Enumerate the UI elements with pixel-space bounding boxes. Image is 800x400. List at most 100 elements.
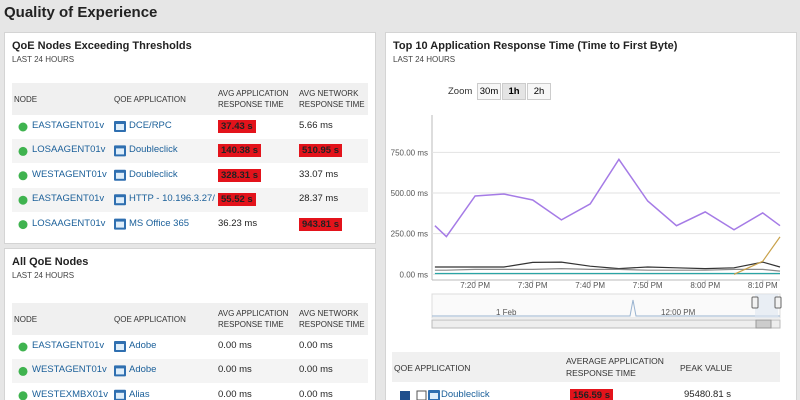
navigator-line: [432, 299, 780, 317]
app-icon-inner: [430, 393, 438, 399]
cell: 0.00 ms: [299, 388, 333, 400]
column-header: PEAK VALUE: [680, 363, 733, 373]
cell: 0.00 ms: [218, 364, 252, 376]
x-tick-label: 7:30 PM: [518, 281, 548, 290]
cell: 55.52 s: [218, 193, 256, 207]
page-title: Quality of Experience: [4, 4, 158, 21]
navigator: [431, 293, 781, 319]
cell: 28.37 ms: [299, 193, 339, 205]
navigator-label: 12:00 PM: [661, 308, 696, 317]
row-band: [12, 188, 368, 213]
series-swatch: [400, 391, 410, 400]
navigator-label: 1 Feb: [496, 308, 517, 317]
column-header: QOE APPLICATION: [114, 315, 186, 324]
x-tick-label: 8:00 PM: [690, 281, 720, 290]
cell: 0.00 ms: [218, 340, 252, 351]
cell: 0.00 ms: [218, 388, 252, 400]
app-icon-inner: [116, 344, 124, 350]
link[interactable]: Doubleclick: [129, 144, 178, 156]
zoom-button[interactable]: 1h: [502, 83, 526, 100]
link[interactable]: EASTAGENT01v: [32, 340, 105, 351]
series-line: [434, 158, 781, 238]
cell: 36.23 ms: [218, 217, 258, 229]
app-icon-inner: [116, 392, 124, 399]
link[interactable]: WESTEXMBX01v: [32, 388, 109, 400]
link[interactable]: EASTAGENT01v: [32, 120, 105, 131]
x-tick-label: 7:40 PM: [575, 281, 605, 290]
x-tick-label: 7:50 PM: [633, 281, 663, 290]
column-header: AVG APPLICATION RESPONSE TIME: [218, 309, 289, 329]
cell: 37.43 s: [218, 120, 256, 133]
panel-subtitle: LAST 24 HOURS: [12, 271, 75, 280]
cell: 33.07 ms: [299, 168, 339, 180]
status-dot: [18, 391, 28, 400]
link[interactable]: EASTAGENT01v: [32, 193, 105, 205]
column-header: QOE APPLICATION: [394, 363, 471, 373]
link[interactable]: LOSAAGENT01v: [32, 144, 106, 156]
zoom-label: Zoom: [448, 86, 473, 97]
link[interactable]: MS Office 365: [129, 217, 190, 229]
cell: 156.59 s: [570, 389, 613, 400]
checkbox: [416, 390, 427, 400]
status-dot: [18, 342, 28, 352]
y-tick-label: 500.00 ms: [391, 189, 428, 198]
link[interactable]: Doubleclick: [441, 389, 490, 400]
zoom-button[interactable]: 2h: [527, 83, 551, 100]
app-icon-inner: [116, 221, 124, 228]
link[interactable]: HTTP - 10.196.3.27/: [129, 193, 215, 205]
link[interactable]: WESTAGENT01v: [32, 364, 107, 376]
y-tick-label: 0.00 ms: [400, 270, 428, 279]
panel-title: QoE Nodes Exceeding Thresholds: [12, 40, 192, 52]
cell: 95480.81 s: [684, 389, 732, 400]
app-icon-inner: [116, 197, 124, 204]
column-header: QOE APPLICATION: [114, 95, 186, 104]
link[interactable]: LOSAAGENT01v: [32, 217, 106, 229]
series-line: [434, 261, 781, 270]
link[interactable]: DCE/RPC: [129, 120, 172, 131]
x-tick-label: 8:10 PM: [748, 281, 778, 290]
status-dot: [18, 220, 28, 230]
link[interactable]: WESTAGENT01v: [32, 168, 107, 180]
column-header: AVG NETWORK RESPONSE TIME: [299, 89, 365, 109]
panel-subtitle: LAST 24 HOURS: [12, 55, 75, 64]
scrollbar: [431, 319, 781, 329]
status-dot: [18, 146, 28, 156]
link[interactable]: Adobe: [129, 364, 157, 376]
table-header: [12, 303, 368, 335]
app-icon-inner: [116, 172, 124, 179]
navigator-window: [755, 294, 778, 318]
y-tick-label: 250.00 ms: [391, 230, 428, 239]
cell: 0.00 ms: [299, 364, 333, 376]
cell: 5.66 ms: [299, 120, 333, 131]
status-dot: [18, 171, 28, 181]
app-icon-inner: [116, 368, 124, 375]
series-line: [434, 267, 781, 272]
column-header: AVERAGE APPLICATION RESPONSE TIME: [566, 356, 664, 378]
link[interactable]: Doubleclick: [129, 168, 178, 180]
app-icon-inner: [116, 124, 124, 130]
link[interactable]: Adobe: [129, 340, 157, 351]
link[interactable]: Alias: [129, 388, 150, 400]
series-line: [733, 236, 781, 275]
cell: 140.38 s: [218, 144, 261, 158]
table-header: [392, 352, 780, 382]
panel-subtitle: LAST 24 HOURS: [393, 55, 456, 64]
navigator-handle: [751, 296, 759, 309]
x-tick-label: 7:20 PM: [460, 281, 490, 290]
zoom-button[interactable]: 30m: [477, 83, 501, 100]
row-band: [12, 359, 368, 384]
column-header: AVG NETWORK RESPONSE TIME: [299, 309, 365, 329]
cell: 943.81 s: [299, 217, 342, 231]
scrollbar-thumb: [755, 319, 772, 329]
column-header: NODE: [14, 95, 38, 104]
app-icon-inner: [116, 148, 124, 155]
cell: 328.31 s: [218, 168, 261, 182]
status-dot: [18, 122, 28, 132]
navigator-handle: [774, 296, 782, 309]
chart-panel: [385, 32, 797, 400]
panel-title: All QoE Nodes: [12, 256, 89, 268]
column-header: NODE: [14, 315, 38, 324]
table-header: [12, 83, 368, 115]
